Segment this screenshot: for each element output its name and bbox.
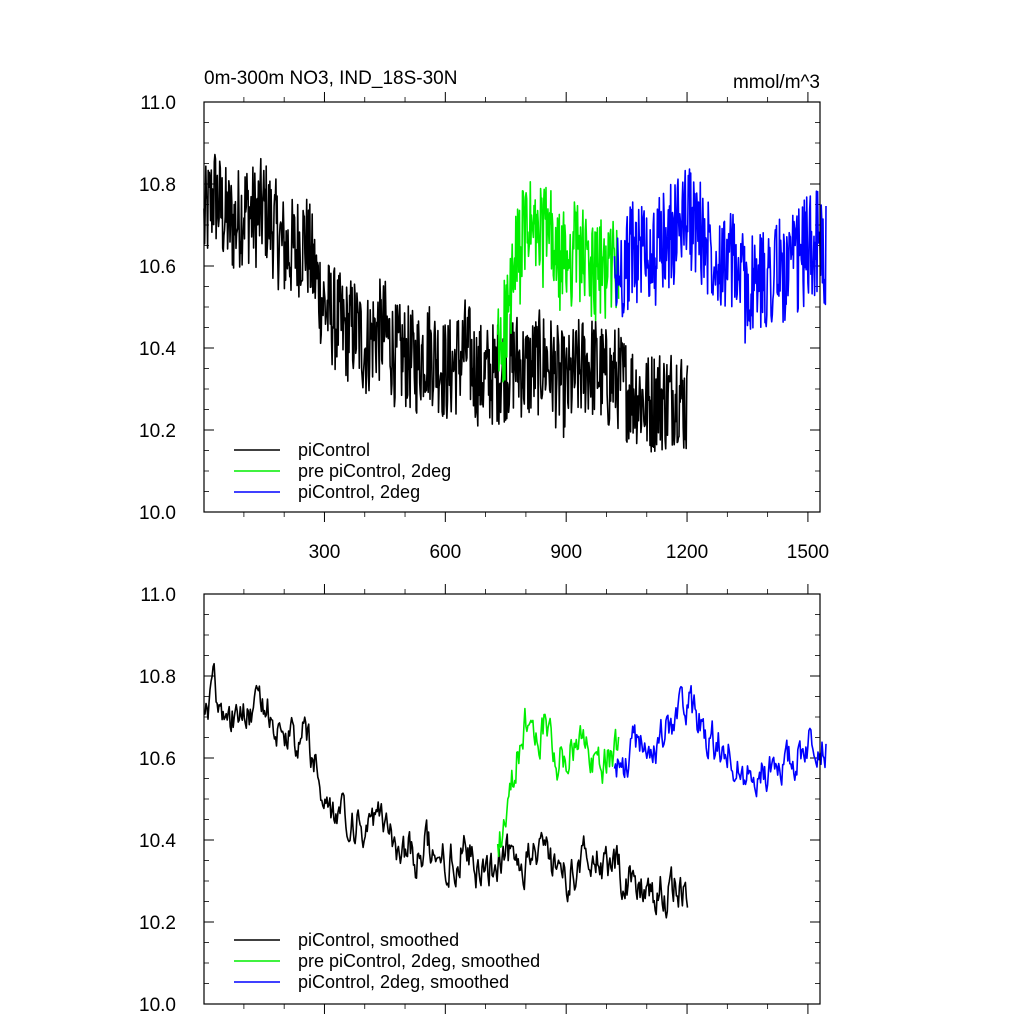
x-tick-label: 1500 (787, 542, 829, 563)
series-line (613, 168, 827, 344)
legend-label: piControl, 2deg (298, 482, 420, 502)
x-tick-label: 600 (429, 542, 461, 563)
legend-label: piControl, smoothed (298, 930, 459, 950)
legend-label: pre piControl, 2deg (298, 461, 451, 481)
chart-title: 0m-300m NO3, IND_18S-30N (204, 68, 457, 89)
legend-label: piControl, 2deg, smoothed (298, 972, 509, 992)
y-tick-label: 10.0 (139, 995, 176, 1016)
series-line (203, 153, 689, 453)
legend-label: piControl (298, 440, 370, 460)
y-tick-label: 11.0 (140, 585, 176, 606)
legend-label: pre piControl, 2deg, smoothed (298, 951, 540, 971)
series-line (496, 181, 620, 383)
top-panel-series (203, 153, 827, 453)
top-panel: 0m-300m NO3, IND_18S-30N mmol/m^3 10.010… (139, 68, 829, 563)
bottom-panel: 10.0 10.2 10.4 10.6 10.8 11.0 piControl, smoo… (139, 584, 827, 1016)
x-tick-label: 1200 (666, 542, 708, 563)
y-tick-label: 10.8 (139, 667, 176, 688)
y-tick-label: 10.6 (139, 257, 176, 278)
y-tick-label: 10.0 (139, 503, 176, 524)
y-tick-label: 10.2 (139, 913, 176, 934)
top-panel-ticks: 10.0 10.2 10.4 10.6 10.8 11.0 300 600 900 1200 150… (139, 92, 829, 563)
y-tick-label: 10.2 (139, 421, 176, 442)
x-tick-label: 900 (550, 542, 582, 563)
series-line (203, 662, 689, 919)
bottom-panel-frame (203, 593, 821, 1005)
y-tick-label: 10.4 (139, 831, 176, 852)
units-label: mmol/m^3 (733, 72, 820, 93)
x-tick-label: 300 (309, 542, 341, 563)
y-tick-label: 10.4 (139, 339, 176, 360)
series-line (496, 707, 620, 858)
series-line (613, 684, 827, 798)
y-tick-label: 11.0 (140, 93, 176, 114)
y-tick-label: 10.6 (139, 749, 176, 770)
top-panel-frame (203, 101, 821, 513)
bottom-panel-series (203, 662, 827, 919)
y-tick-label: 10.8 (139, 175, 176, 196)
